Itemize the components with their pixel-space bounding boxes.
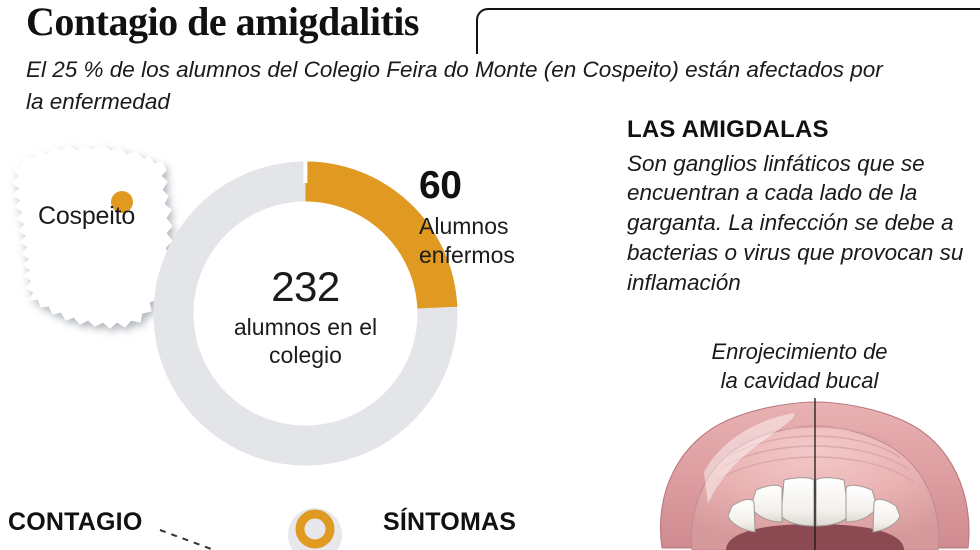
sick-students-caption-1: Alumnos <box>419 212 509 239</box>
page-subtitle: El 25 % de los alumnos del Colegio Feira… <box>26 57 883 114</box>
sick-students-caption-2: enfermos <box>419 241 515 268</box>
mouth-caption: Enrojecimiento de la cavidad bucal <box>627 338 972 395</box>
contagio-dashed-connector <box>159 529 215 550</box>
title-bracket-rule <box>476 8 980 54</box>
map-marker-label: Cospeito <box>38 202 136 230</box>
donut-total-caption-1: alumnos en el <box>233 313 378 340</box>
tonsils-body-text: Son ganglios linfáticos que se encuentra… <box>627 150 964 295</box>
section-heading-contagio: CONTAGIO <box>8 508 143 536</box>
mouth-lip-highlight <box>704 413 795 504</box>
donut-center-label: 232 alumnos en el colegio <box>153 263 458 370</box>
mouth-caption-line-1: Enrojecimiento de <box>711 339 888 364</box>
ring-icon-ring <box>295 509 335 549</box>
galicia-map <box>0 140 194 340</box>
page-title: Contagio de amigdalitis <box>26 0 419 44</box>
donut-total-value: 232 <box>271 263 340 310</box>
section-heading-sintomas: SÍNTOMAS <box>383 508 517 536</box>
donut-chart <box>153 161 458 466</box>
orange-ring-icon <box>280 505 350 550</box>
mouth-caption-line-2: la cavidad bucal <box>720 367 879 393</box>
mouth-upper-teeth <box>727 477 901 533</box>
sick-students-value: 60 <box>419 164 462 207</box>
sick-students-callout: 60 Alumnos enfermos <box>419 166 589 269</box>
galicia-outline-path <box>11 144 173 329</box>
donut-highlight-arc <box>304 161 458 310</box>
donut-total-caption-2: colegio <box>269 342 342 369</box>
open-mouth-illustration <box>648 398 980 550</box>
tonsils-info-block: LAS AMIGDALAS Son ganglios linfáticos qu… <box>627 116 972 297</box>
donut-gap-top <box>303 161 308 183</box>
cospeito-marker-dot <box>111 191 133 213</box>
tonsils-heading: LAS AMIGDALAS <box>627 116 829 143</box>
